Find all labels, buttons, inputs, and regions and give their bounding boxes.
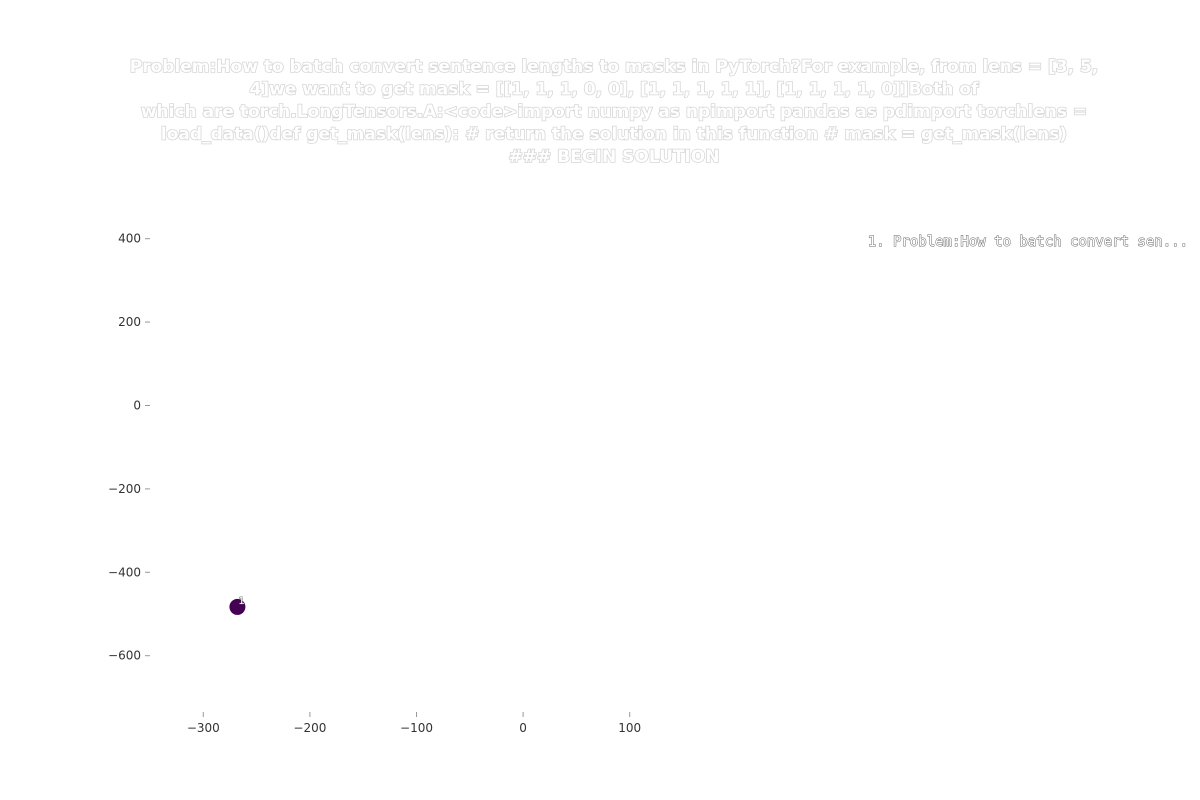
- data-points: 1: [229, 596, 246, 615]
- point-label: 1: [238, 596, 244, 607]
- legend[interactable]: 1. Problem:How to batch convert sen...: [867, 234, 1188, 251]
- chart-title: Problem:How to batch convert sentence le…: [129, 56, 1099, 168]
- y-axis: 400 200 0 −200 −400 −600: [108, 232, 150, 663]
- chart-title-line: Problem:How to batch convert sentence le…: [130, 57, 1099, 77]
- y-tick-label: 200: [118, 315, 141, 329]
- x-tick-label: −300: [187, 721, 220, 735]
- y-tick-label: 400: [118, 232, 141, 246]
- x-tick-label: −100: [400, 721, 433, 735]
- chart-title-line: which are torch.LongTensors.A:<code>impo…: [141, 102, 1087, 122]
- chart-title-line: 4]we want to get mask = [[1, 1, 1, 0, 0]…: [250, 80, 980, 100]
- y-tick-label: −600: [108, 649, 141, 663]
- scatter-point[interactable]: [229, 598, 246, 615]
- x-tick-label: 100: [618, 721, 641, 735]
- chart-title-line: load_data()def get_mask(lens): # return …: [161, 125, 1067, 145]
- y-tick-label: −400: [108, 565, 141, 579]
- y-tick-label: −200: [108, 482, 141, 496]
- x-tick-label: −200: [293, 721, 326, 735]
- chart-title-line: ### BEGIN SOLUTION: [509, 147, 720, 167]
- x-axis: −300 −200 −100 0 100: [187, 712, 641, 735]
- legend-entry[interactable]: 1. Problem:How to batch convert sen...: [867, 234, 1188, 251]
- y-tick-label: 0: [133, 398, 141, 412]
- x-tick-label: 0: [519, 721, 527, 735]
